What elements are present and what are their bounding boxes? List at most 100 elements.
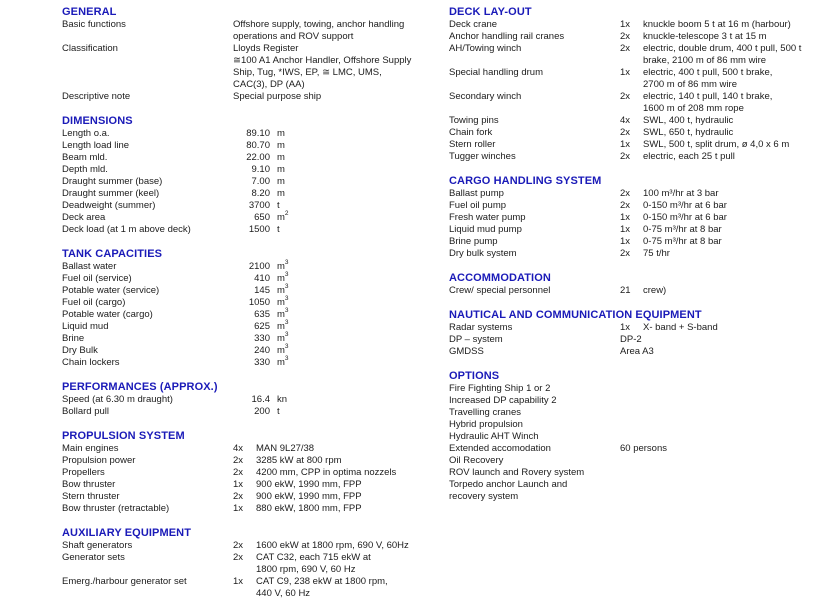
spec-value: electric, each 25 t pull xyxy=(643,151,735,162)
spec-number: 145 xyxy=(254,285,270,296)
section-title: GENERAL xyxy=(62,6,117,18)
spec-unit: m xyxy=(277,176,285,187)
spec-value: MAN 9L27/38 xyxy=(256,443,315,454)
spec-column-left: GENERAL Basic functions Offshore supply, t… xyxy=(62,6,440,605)
spec-qty: 1x xyxy=(620,236,631,247)
spec-unit-exponent: 3 xyxy=(284,307,289,315)
spec-unit: m2 xyxy=(277,210,289,223)
spec-label: Basic functions xyxy=(62,19,126,30)
spec-qty: 2x xyxy=(233,455,244,466)
spec-label: Secondary winch xyxy=(449,91,522,102)
spec-unit: t xyxy=(277,406,280,417)
spec-row: Propulsion power 2x 3285 kW at 800 rpm xyxy=(62,455,440,467)
spec-label: Fuel oil pump xyxy=(449,200,507,211)
spec-label: Increased DP capability 2 xyxy=(449,395,557,406)
spec-row: Generator sets 2x CAT C32, each 715 ekW at… xyxy=(62,552,440,576)
spec-row: Anchor handling rail cranes 2x knuckle-tel… xyxy=(449,31,827,43)
spec-number: 330 xyxy=(254,357,270,368)
section-title: NAUTICAL AND COMMUNICATION EQUIPMENT xyxy=(449,309,702,321)
spec-row: Dry bulk system 2x 75 t/hr xyxy=(449,248,827,260)
spec-value: 0-150 m³/hr at 6 bar xyxy=(643,212,727,223)
spec-label: Liquid mud xyxy=(62,321,109,332)
spec-row: Towing pins 4x SWL, 400 t, hydraulic xyxy=(449,115,827,127)
spec-row: Length load line 80.70 m xyxy=(62,140,440,152)
spec-label: Bow thruster (retractable) xyxy=(62,503,170,514)
spec-label: Depth mld. xyxy=(62,164,108,175)
spec-row: Hybrid propulsion xyxy=(449,419,827,431)
spec-row: Draught summer (base) 7.00 m xyxy=(62,176,440,188)
spec-qty: 2x xyxy=(620,188,631,199)
spec-label: Special handling drum xyxy=(449,67,544,78)
spec-label: Descriptive note xyxy=(62,91,131,102)
section-tank-capacities: TANK CAPACITIES Ballast water 2100 m3 Fuel o… xyxy=(62,248,440,369)
spec-label: GMDSS xyxy=(449,346,484,357)
spec-qty: 2x xyxy=(620,31,631,42)
section-title: PROPULSION SYSTEM xyxy=(62,430,185,442)
spec-number: 330 xyxy=(254,333,270,344)
spec-label: Oil Recovery xyxy=(449,455,504,466)
spec-row: Liquid mud pump 1x 0-75 m³/hr at 8 bar xyxy=(449,224,827,236)
spec-row: Ballast pump 2x 100 m³/hr at 3 bar xyxy=(449,188,827,200)
spec-qty: 1x xyxy=(233,479,244,490)
spec-unit: m3 xyxy=(277,259,289,272)
spec-unit-exponent: 3 xyxy=(284,259,289,267)
spec-label: Bollard pull xyxy=(62,406,109,417)
spec-qty: 21 xyxy=(620,285,631,296)
spec-row: Classification Lloyds Register ≅100 A1 An… xyxy=(62,43,440,91)
spec-number: 240 xyxy=(254,345,270,356)
spec-row: Bollard pull 200 t xyxy=(62,406,440,418)
spec-unit-exponent: 3 xyxy=(284,295,289,303)
spec-value: electric, double drum, 400 t pull, 500 t… xyxy=(643,43,802,66)
spec-number: 625 xyxy=(254,321,270,332)
spec-unit: m xyxy=(277,128,285,139)
spec-number: 22.00 xyxy=(246,152,270,163)
spec-label: Beam mld. xyxy=(62,152,108,163)
spec-label: Propulsion power xyxy=(62,455,136,466)
spec-qty: 1x xyxy=(233,503,244,514)
spec-qty: 2x xyxy=(620,151,631,162)
spec-qty: 1x xyxy=(620,322,631,333)
spec-label: Dry Bulk xyxy=(62,345,98,356)
spec-row: Radar systems 1x X- band + S-band xyxy=(449,322,827,334)
section-performances-approx-: PERFORMANCES (APPROX.) Speed (at 6.30 m d… xyxy=(62,381,440,418)
section-title: DECK LAY-OUT xyxy=(449,6,532,18)
spec-number: 89.10 xyxy=(246,128,270,139)
spec-qty: 1x xyxy=(620,19,631,30)
spec-row: AH/Towing winch 2x electric, double drum, … xyxy=(449,43,827,67)
spec-unit: m3 xyxy=(277,355,289,368)
spec-row: Hydraulic AHT Winch xyxy=(449,431,827,443)
spec-unit: m3 xyxy=(277,319,289,332)
spec-row: Travelling cranes xyxy=(449,407,827,419)
spec-unit: m3 xyxy=(277,331,289,344)
spec-row: Deck area 650 m2 xyxy=(62,210,440,224)
spec-qty: 2x xyxy=(233,540,244,551)
spec-number: 3700 xyxy=(248,200,270,211)
spec-qty: 2x xyxy=(233,552,244,563)
spec-label: Extended accomodation xyxy=(449,443,551,454)
spec-value: DP-2 xyxy=(620,334,642,345)
spec-label: AH/Towing winch xyxy=(449,43,522,54)
spec-value: 900 ekW, 1990 mm, FPP xyxy=(256,491,362,502)
spec-unit: m xyxy=(277,152,285,163)
spec-qty: 2x xyxy=(620,200,631,211)
spec-value: Lloyds Register ≅100 A1 Anchor Handler, … xyxy=(233,43,412,90)
spec-unit: m3 xyxy=(277,307,289,320)
spec-qty: 2x xyxy=(233,467,244,478)
spec-row: ROV launch and Rovery system xyxy=(449,467,827,479)
spec-label: Fresh water pump xyxy=(449,212,526,223)
spec-number: 80.70 xyxy=(246,140,270,151)
spec-qty: 2x xyxy=(620,91,631,102)
section-auxiliary-equipment: AUXILIARY EQUIPMENT Shaft generators 2x 160… xyxy=(62,527,440,600)
spec-label: Deck crane xyxy=(449,19,498,30)
spec-column-right: DECK LAY-OUT Deck crane 1x knuckle boom 5 t… xyxy=(449,6,827,515)
spec-label: Ballast water xyxy=(62,261,117,272)
spec-row: Stern roller 1x SWL, 500 t, split drum, ø … xyxy=(449,139,827,151)
spec-label: Ballast pump xyxy=(449,188,504,199)
spec-unit: t xyxy=(277,224,280,235)
spec-unit: kn xyxy=(277,394,288,405)
spec-number: 410 xyxy=(254,273,270,284)
spec-label: Fire Fighting Ship 1 or 2 xyxy=(449,383,551,394)
spec-row: Draught summer (keel) 8.20 m xyxy=(62,188,440,200)
spec-label: Emerg./harbour generator set xyxy=(62,576,187,587)
